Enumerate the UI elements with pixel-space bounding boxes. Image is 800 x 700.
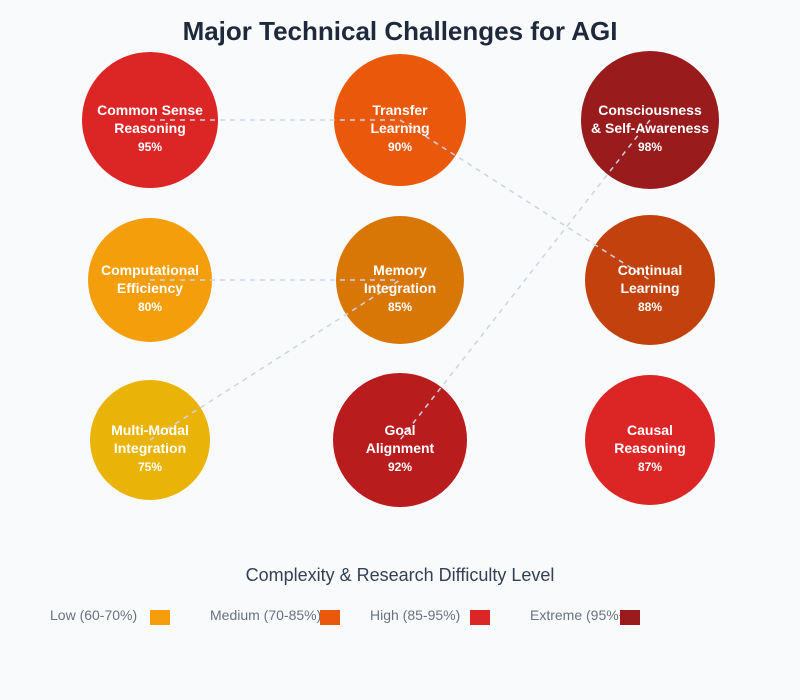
node-value: 90% xyxy=(388,140,412,154)
legend-swatch xyxy=(150,610,170,625)
node-label: Integration xyxy=(364,280,436,296)
link-consciousness-goal xyxy=(399,119,651,441)
legend-swatch xyxy=(320,610,340,625)
node-value: 85% xyxy=(388,300,412,314)
node-label: & Self-Awareness xyxy=(591,120,709,136)
title: Major Technical Challenges for AGI xyxy=(183,16,618,46)
legend-swatch xyxy=(470,610,490,625)
node-label: Transfer xyxy=(372,102,428,118)
node-label: Learning xyxy=(370,120,429,136)
legend-label: Extreme (95%+) xyxy=(530,607,632,623)
node-label: Reasoning xyxy=(114,120,186,136)
node-continual xyxy=(585,215,715,345)
node-value: 88% xyxy=(638,300,662,314)
node-value: 80% xyxy=(138,300,162,314)
node-value: 92% xyxy=(388,460,412,474)
legend-label: Low (60-70%) xyxy=(50,607,137,623)
subtitle: Complexity & Research Difficulty Level xyxy=(246,565,555,585)
node-label: Consciousness xyxy=(598,102,702,118)
node-goal xyxy=(333,373,467,507)
node-label: Memory xyxy=(373,262,427,278)
node-memory xyxy=(336,216,464,344)
node-label: Goal xyxy=(384,422,415,438)
node-label: Efficiency xyxy=(117,280,183,296)
legend-label: High (85-95%) xyxy=(370,607,460,623)
node-value: 87% xyxy=(638,460,662,474)
node-label: Causal xyxy=(627,422,673,438)
node-label: Multi-Modal xyxy=(111,422,189,438)
node-label: Reasoning xyxy=(614,440,686,456)
node-value: 75% xyxy=(138,460,162,474)
node-label: Alignment xyxy=(366,440,435,456)
node-value: 98% xyxy=(638,140,662,154)
legend-label: Medium (70-85%) xyxy=(210,607,321,623)
node-label: Computational xyxy=(101,262,199,278)
legend-swatch xyxy=(620,610,640,625)
node-causal xyxy=(585,375,715,505)
node-label: Learning xyxy=(620,280,679,296)
node-label: Common Sense xyxy=(97,102,203,118)
node-label: Continual xyxy=(618,262,683,278)
node-value: 95% xyxy=(138,140,162,154)
node-label: Integration xyxy=(114,440,186,456)
